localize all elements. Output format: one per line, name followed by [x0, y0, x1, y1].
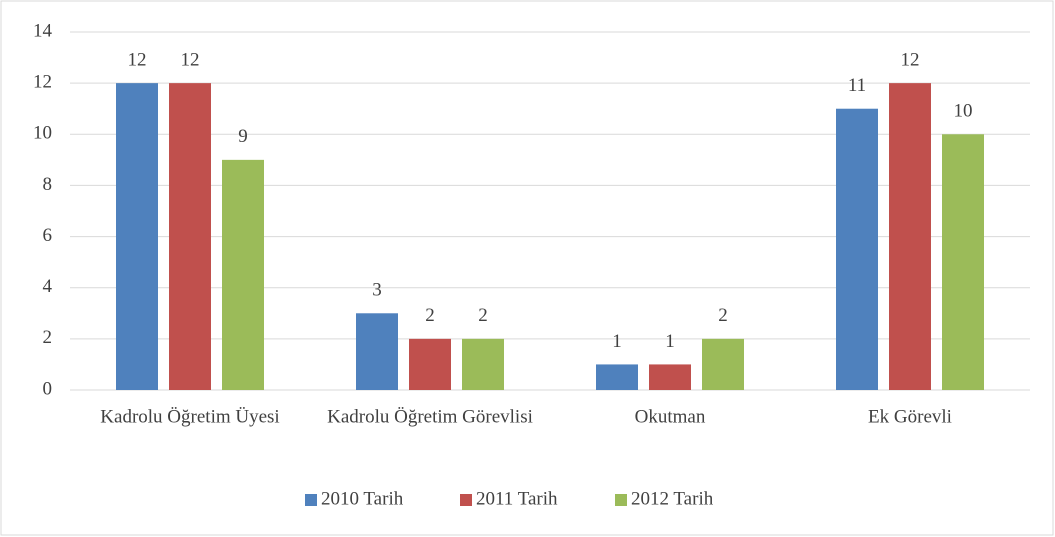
legend-label: 2012 Tarih: [631, 488, 714, 509]
legend-label: 2010 Tarih: [321, 488, 404, 509]
bar: [116, 83, 158, 391]
legend-swatch: [305, 494, 317, 506]
data-label: 1: [612, 331, 622, 352]
y-tick-label: 8: [43, 174, 53, 195]
bar: [649, 364, 691, 390]
data-label: 11: [848, 75, 866, 96]
x-tick-label: Kadrolu Öğretim Görevlisi: [327, 406, 533, 427]
x-tick-label: Okutman: [635, 406, 706, 427]
data-label: 12: [181, 50, 200, 71]
y-tick-label: 2: [43, 327, 53, 348]
data-label: 2: [478, 305, 488, 326]
bar: [169, 83, 211, 391]
bar: [942, 134, 984, 390]
legend-swatch: [615, 494, 627, 506]
bar: [889, 83, 931, 391]
bar: [356, 313, 398, 390]
x-tick-label: Ek Görevli: [868, 406, 952, 427]
bar: [462, 338, 504, 390]
bar: [702, 338, 744, 390]
y-tick-label: 0: [43, 378, 53, 399]
data-label: 2: [425, 305, 435, 326]
data-label: 1: [665, 331, 675, 352]
data-label: 2: [718, 305, 728, 326]
legend-label: 2011 Tarih: [476, 488, 558, 509]
bar: [222, 159, 264, 390]
y-tick-label: 10: [33, 123, 52, 144]
y-tick-label: 6: [43, 225, 53, 246]
data-label: 10: [954, 101, 973, 122]
data-label: 3: [372, 280, 382, 301]
legend-swatch: [460, 494, 472, 506]
y-tick-label: 12: [33, 72, 52, 93]
bar: [836, 108, 878, 390]
data-label: 9: [238, 126, 248, 147]
bar: [596, 364, 638, 390]
y-tick-label: 14: [33, 20, 53, 41]
data-label: 12: [901, 50, 920, 71]
data-label: 12: [128, 50, 147, 71]
x-tick-label: Kadrolu Öğretim Üyesi: [100, 406, 279, 427]
y-tick-label: 4: [43, 276, 53, 297]
bar: [409, 338, 451, 390]
